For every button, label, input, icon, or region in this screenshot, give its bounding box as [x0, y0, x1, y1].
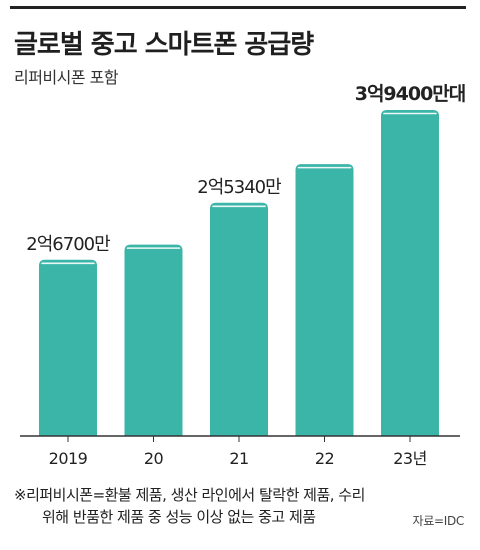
- footnote-line-1: ※리퍼비시폰=환불 제품, 생산 라인에서 탈락한 제품, 수리: [14, 486, 365, 504]
- data-label: 2억5340만: [197, 177, 281, 198]
- footnote: ※리퍼비시폰=환불 제품, 생산 라인에서 탈락한 제품, 수리 위해 반품한 …: [14, 484, 454, 528]
- bar-23년: [381, 110, 439, 436]
- source-note: 자료=IDC: [412, 514, 465, 528]
- x-tick-label: 20: [144, 449, 164, 468]
- chart-title: 글로벌 중고 스마트폰 공급량: [14, 30, 314, 60]
- bar-21: [210, 202, 268, 436]
- bar-20: [124, 244, 183, 436]
- data-label: 2억6700만: [26, 234, 110, 255]
- x-tick-label: 21: [229, 449, 248, 468]
- top-rule: [10, 6, 466, 9]
- data-label: 3억9400만대: [355, 83, 466, 105]
- x-tick-label: 22: [315, 449, 334, 468]
- chart-subtitle: 리퍼비시폰 포함: [14, 68, 119, 87]
- x-tick-label: 23년: [393, 449, 427, 468]
- bar-2019: [39, 259, 97, 436]
- x-tick-label: 2019: [49, 449, 88, 468]
- footnote-line-2: 위해 반품한 제품 중 성능 이상 없는 중고 제품: [42, 508, 316, 526]
- bar-22: [295, 164, 354, 437]
